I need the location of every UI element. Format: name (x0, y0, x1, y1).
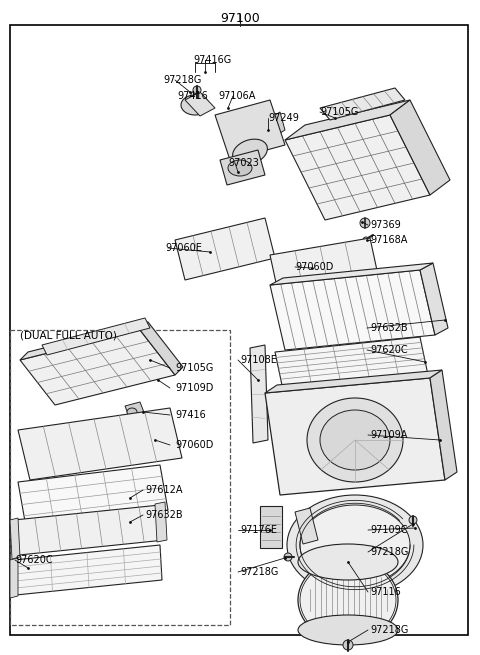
Text: (DUAL FULL AUTO): (DUAL FULL AUTO) (20, 331, 117, 341)
Polygon shape (20, 330, 175, 405)
Bar (260, 506, 282, 548)
Polygon shape (430, 370, 457, 480)
Polygon shape (14, 505, 165, 555)
Polygon shape (18, 408, 182, 480)
Polygon shape (265, 378, 445, 495)
Ellipse shape (300, 560, 396, 640)
Text: 97168A: 97168A (370, 235, 408, 245)
Ellipse shape (298, 615, 398, 645)
Ellipse shape (228, 160, 252, 176)
Ellipse shape (284, 553, 292, 561)
Text: 97218G: 97218G (370, 625, 408, 635)
Ellipse shape (343, 640, 353, 650)
Ellipse shape (298, 544, 398, 580)
Text: 97106A: 97106A (218, 91, 255, 101)
Polygon shape (42, 318, 150, 355)
Ellipse shape (363, 237, 369, 243)
Ellipse shape (409, 516, 417, 524)
Ellipse shape (181, 95, 209, 115)
Ellipse shape (228, 117, 263, 143)
Ellipse shape (300, 505, 410, 585)
Bar (10, 330, 230, 625)
Text: 97105G: 97105G (320, 107, 359, 117)
Ellipse shape (298, 558, 398, 642)
Polygon shape (390, 100, 450, 195)
Polygon shape (320, 88, 405, 120)
Polygon shape (10, 558, 18, 598)
Ellipse shape (320, 410, 390, 470)
Ellipse shape (287, 495, 423, 595)
Polygon shape (295, 508, 318, 544)
Text: 97176E: 97176E (240, 525, 277, 535)
Ellipse shape (360, 218, 370, 228)
Polygon shape (220, 150, 265, 185)
Polygon shape (265, 370, 442, 393)
Polygon shape (285, 100, 410, 140)
Text: 97218G: 97218G (370, 547, 408, 557)
Ellipse shape (233, 139, 267, 165)
Text: 97620C: 97620C (15, 555, 53, 565)
Text: 97612A: 97612A (145, 485, 182, 495)
Text: 97116: 97116 (370, 587, 401, 597)
Text: 97416: 97416 (177, 91, 208, 101)
Text: 97060E: 97060E (165, 243, 202, 253)
Text: 97632B: 97632B (370, 323, 408, 333)
Polygon shape (18, 465, 168, 527)
Text: 97109D: 97109D (175, 383, 214, 393)
Polygon shape (215, 100, 285, 160)
Text: 97218G: 97218G (163, 75, 202, 85)
Text: 97023: 97023 (228, 158, 259, 168)
Text: 97416: 97416 (175, 410, 206, 420)
Text: 97249: 97249 (268, 113, 299, 123)
Text: 97108E: 97108E (240, 355, 277, 365)
Text: 97632B: 97632B (145, 510, 182, 520)
Text: 97060D: 97060D (295, 262, 334, 272)
Text: 97416G: 97416G (193, 55, 231, 65)
Polygon shape (270, 238, 378, 292)
Text: 97109A: 97109A (370, 430, 408, 440)
Ellipse shape (127, 408, 137, 416)
Polygon shape (267, 112, 285, 138)
Text: 97060D: 97060D (175, 440, 214, 450)
Text: 97218G: 97218G (240, 567, 278, 577)
Polygon shape (250, 345, 268, 443)
Polygon shape (140, 322, 183, 375)
Polygon shape (270, 270, 435, 350)
Text: 97620C: 97620C (370, 345, 408, 355)
Text: 97105G: 97105G (175, 363, 214, 373)
Text: 97369: 97369 (370, 220, 401, 230)
Ellipse shape (307, 398, 403, 482)
Text: 97109C: 97109C (370, 525, 408, 535)
Polygon shape (125, 402, 145, 419)
Text: 97100: 97100 (220, 12, 260, 25)
Ellipse shape (193, 86, 201, 94)
Polygon shape (20, 322, 148, 360)
Polygon shape (275, 337, 428, 390)
Polygon shape (270, 263, 433, 285)
Polygon shape (14, 545, 162, 595)
Polygon shape (185, 92, 215, 116)
Polygon shape (175, 218, 275, 280)
Polygon shape (285, 115, 430, 220)
Polygon shape (155, 502, 167, 542)
Polygon shape (10, 518, 20, 559)
Polygon shape (420, 263, 448, 335)
